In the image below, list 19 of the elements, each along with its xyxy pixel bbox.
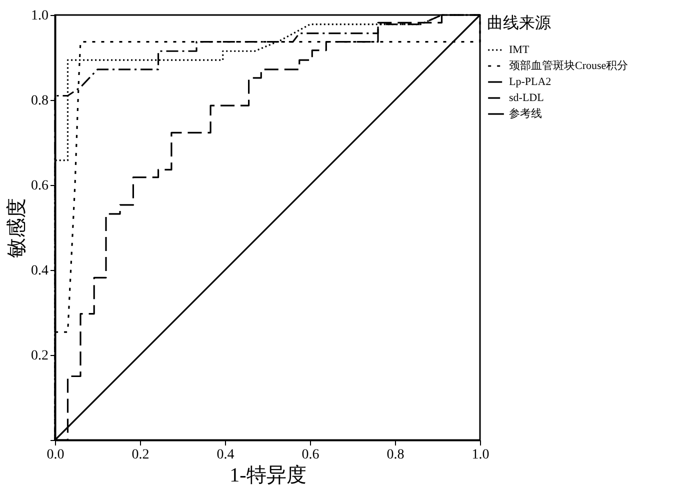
y-tick-label: 0.4: [31, 264, 48, 278]
y-tick-label: 0.8: [31, 94, 48, 108]
y-axis-title: 敏感度: [6, 198, 28, 258]
x-tick-label: 1.0: [472, 448, 490, 462]
y-tick-label: 1.0: [31, 8, 48, 24]
legend-label: sd-LDL: [509, 92, 544, 104]
legend-label: 参考线: [509, 107, 542, 120]
x-tick-label: 0.6: [302, 448, 320, 462]
x-tick-label: 0.4: [216, 448, 234, 462]
legend-label: 颈部血管斑块Crouse积分: [509, 59, 628, 72]
x-tick-label: 0.8: [386, 448, 404, 462]
y-tick-label: 0.6: [31, 178, 48, 194]
x-tick-label: 0.0: [46, 448, 64, 462]
legend-label: IMT: [509, 44, 530, 56]
legend-label: Lp-PLA2: [509, 76, 552, 88]
x-tick-label: 0.2: [132, 448, 150, 462]
y-tick-label: 0.2: [31, 348, 48, 364]
legend-title: 曲线来源: [487, 14, 551, 32]
x-axis-title: 1-特异度: [230, 464, 306, 486]
